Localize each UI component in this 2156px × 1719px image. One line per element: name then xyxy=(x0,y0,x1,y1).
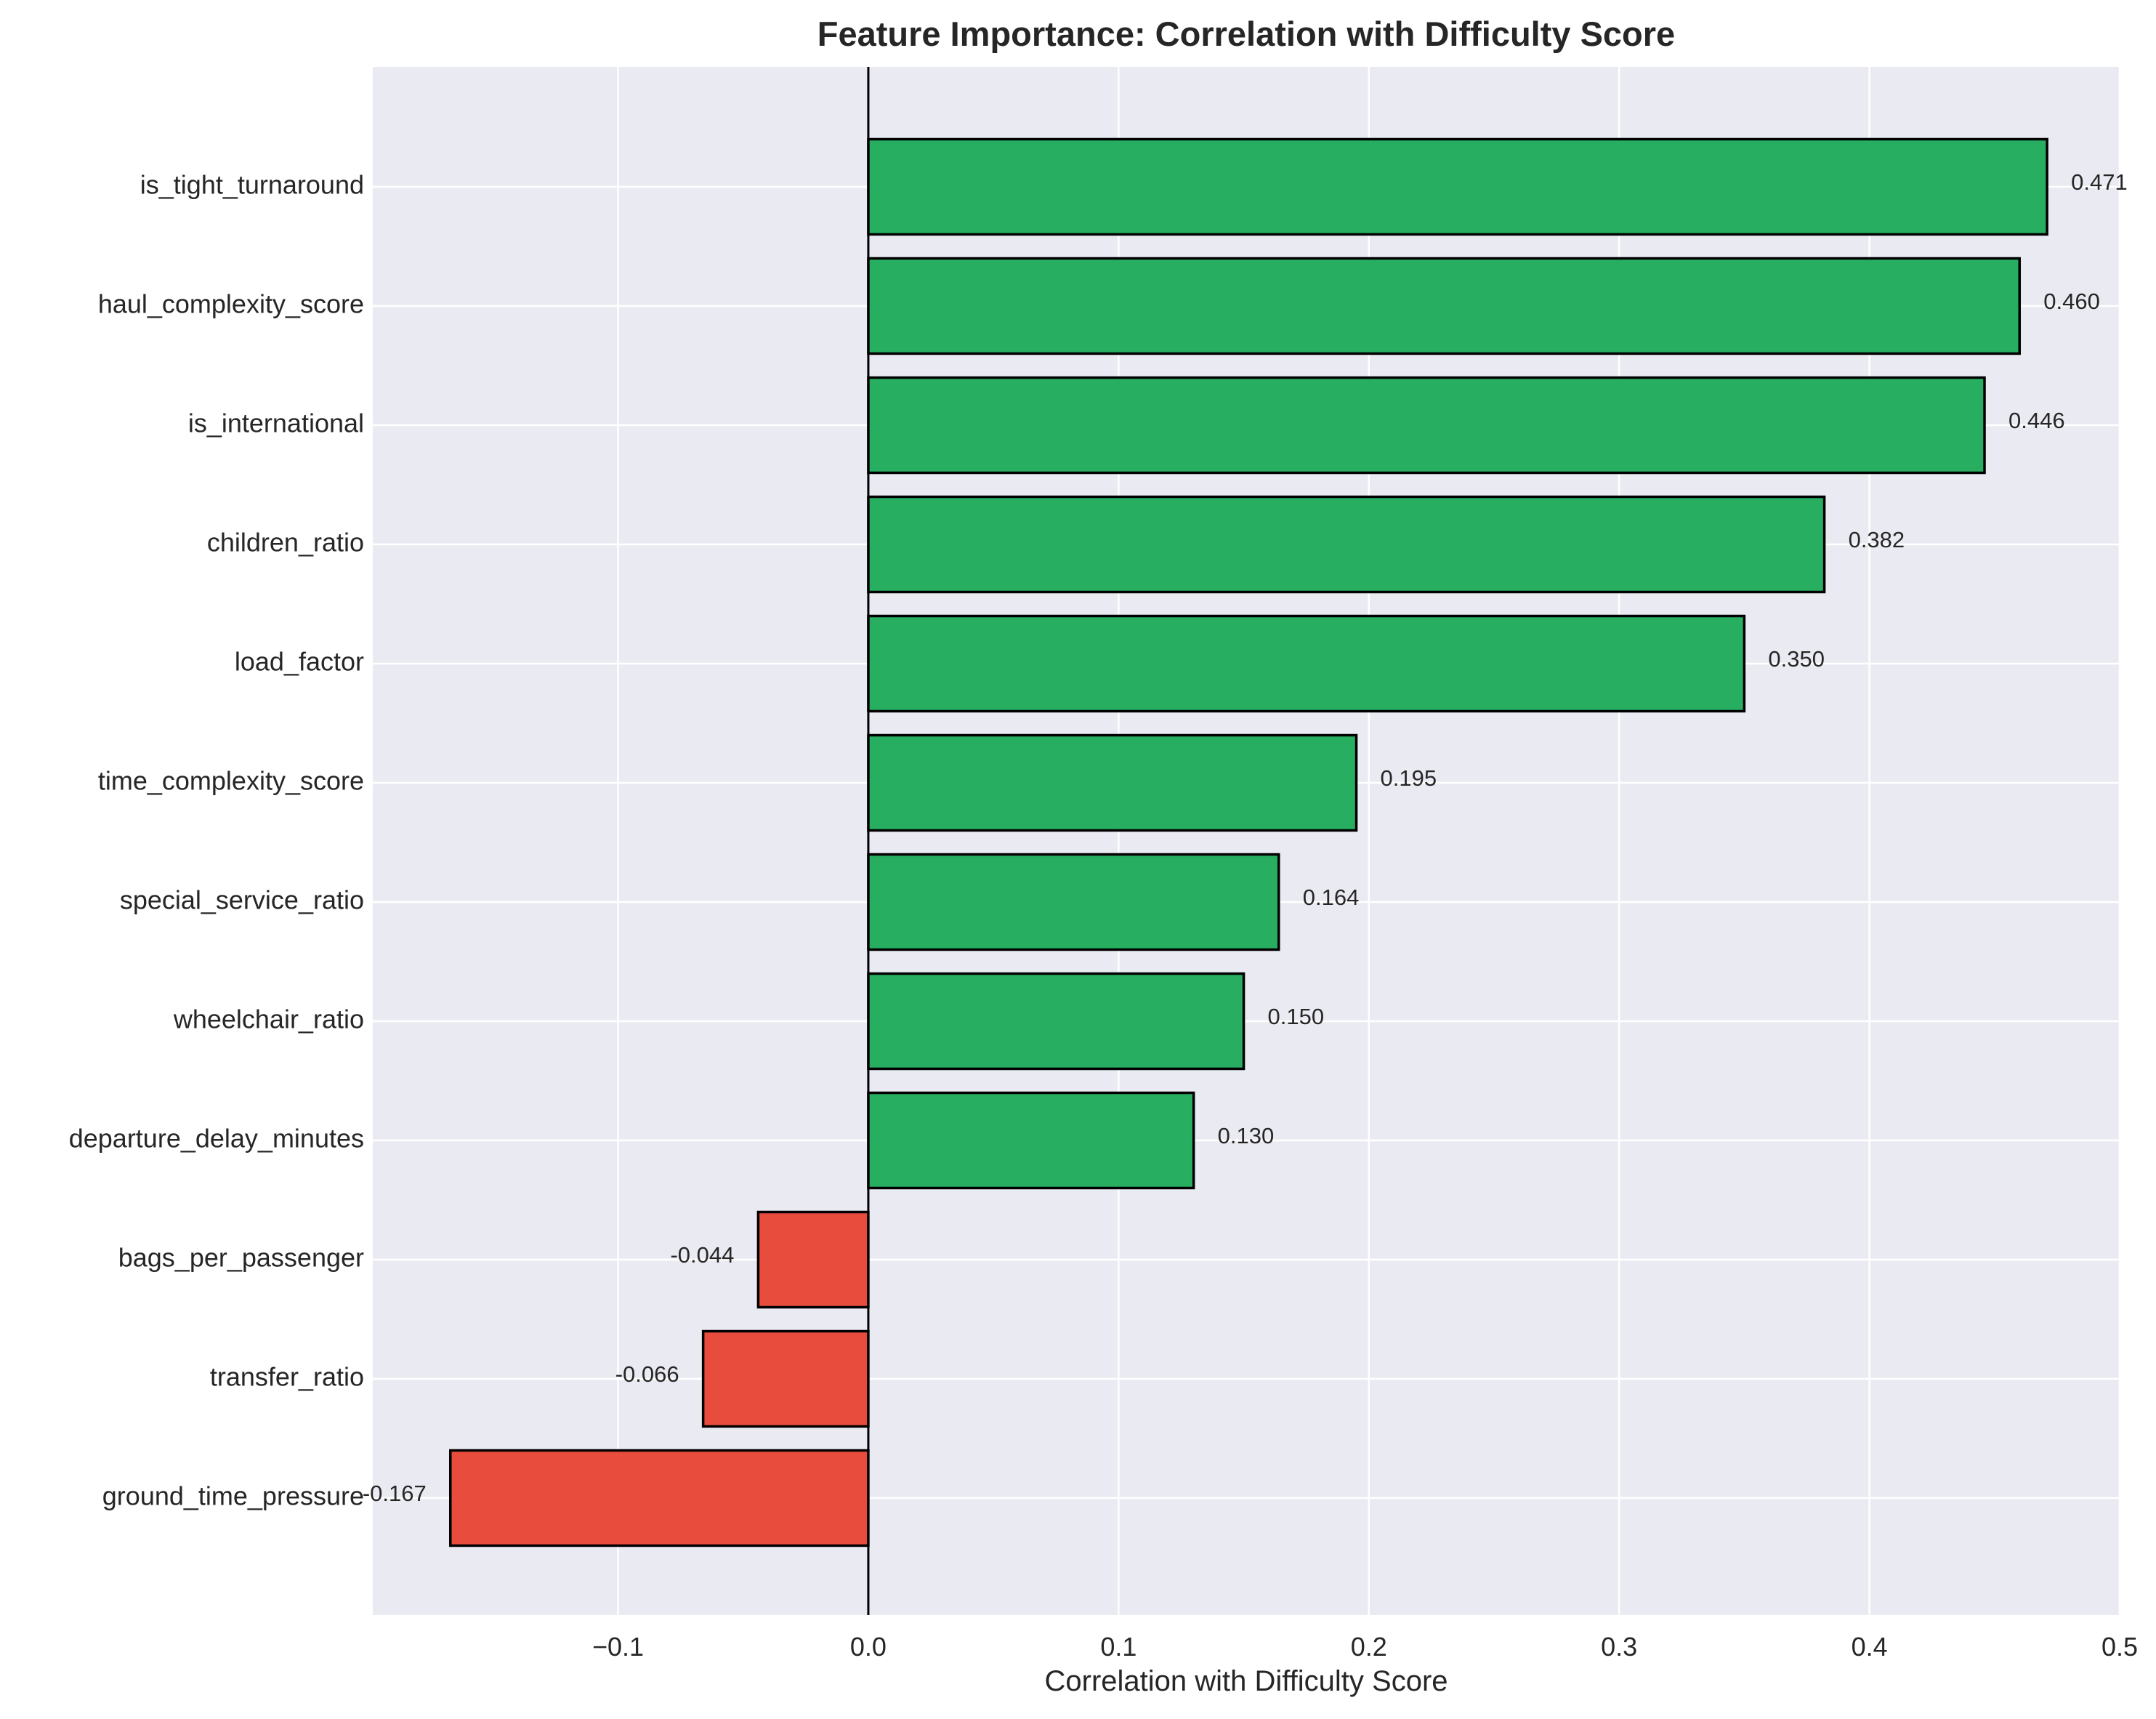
bar-transfer_ratio xyxy=(701,1329,870,1428)
bar-children_ratio xyxy=(867,495,1826,594)
x-axis-label: Correlation with Difficulty Score xyxy=(1044,1665,1448,1697)
bar-is_tight_turnaround xyxy=(867,137,2048,236)
value-label: 0.460 xyxy=(2043,289,2100,314)
bar-special_service_ratio xyxy=(867,853,1280,951)
y-tick-label: is_tight_turnaround xyxy=(140,170,364,200)
y-tick-label: time_complexity_score xyxy=(98,766,364,796)
value-label: -0.167 xyxy=(363,1481,427,1506)
value-label: 0.446 xyxy=(2008,408,2065,433)
value-label: -0.044 xyxy=(670,1242,734,1268)
bar-bags_per_passenger xyxy=(756,1210,870,1309)
bar-ground_time_pressure xyxy=(449,1449,870,1547)
y-tick-label: bags_per_passenger xyxy=(118,1243,364,1273)
y-tick-label: load_factor xyxy=(235,647,364,677)
value-label: 0.350 xyxy=(1768,646,1825,672)
value-label: 0.471 xyxy=(2071,169,2128,195)
x-tick-label: 0.1 xyxy=(1100,1632,1136,1662)
y-tick-label: is_international xyxy=(188,408,364,438)
bar-load_factor xyxy=(867,614,1746,713)
bar-time_complexity_score xyxy=(867,733,1358,832)
bar-wheelchair_ratio xyxy=(867,972,1245,1071)
value-labels: 0.471 0.460 0.446 0.382 0.350 0.195 0.164 0.150… xyxy=(363,169,2128,1506)
x-axis-tick-labels: −0.1 0.0 0.1 0.2 0.3 0.4 0.5 xyxy=(592,1632,2138,1662)
value-label: 0.382 xyxy=(1849,527,1905,552)
value-label: 0.130 xyxy=(1218,1123,1275,1148)
x-tick-label: 0.0 xyxy=(850,1632,887,1662)
y-tick-label: haul_complexity_score xyxy=(98,289,364,319)
x-tick-label: 0.3 xyxy=(1601,1632,1637,1662)
value-label: -0.066 xyxy=(615,1361,679,1387)
value-label: 0.150 xyxy=(1268,1004,1325,1029)
x-tick-label: 0.2 xyxy=(1351,1632,1387,1662)
x-tick-label: −0.1 xyxy=(592,1632,644,1662)
y-tick-label: wheelchair_ratio xyxy=(173,1005,364,1034)
x-tick-label: 0.5 xyxy=(2102,1632,2138,1662)
bar-haul_complexity_score xyxy=(867,257,2021,355)
bar-is_international xyxy=(867,376,1986,475)
y-tick-label: transfer_ratio xyxy=(210,1362,364,1392)
x-tick-label: 0.4 xyxy=(1852,1632,1888,1662)
y-axis-tick-labels: is_tight_turnaround haul_complexity_score… xyxy=(69,170,364,1511)
bar-departure_delay_minutes xyxy=(867,1091,1195,1190)
y-tick-label: ground_time_pressure xyxy=(102,1481,364,1511)
y-tick-label: special_service_ratio xyxy=(120,885,364,915)
y-tick-label: departure_delay_minutes xyxy=(69,1124,364,1154)
value-label: 0.164 xyxy=(1303,885,1360,910)
chart-title: Feature Importance: Correlation with Dif… xyxy=(817,15,1675,53)
bars xyxy=(449,137,2048,1547)
value-label: 0.195 xyxy=(1381,765,1437,791)
y-tick-label: children_ratio xyxy=(207,528,364,557)
